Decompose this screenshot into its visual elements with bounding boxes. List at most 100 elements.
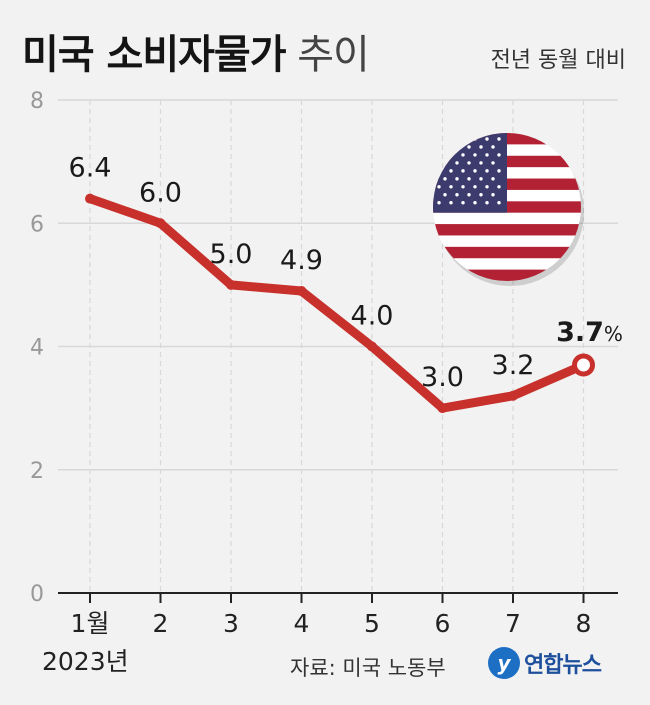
- x-tick-label: 8: [576, 609, 592, 638]
- flag-star: [467, 161, 471, 165]
- source-note: 자료: 미국 노동부: [290, 656, 446, 680]
- data-point: [296, 286, 307, 297]
- flag-star: [437, 137, 441, 141]
- flag-star: [491, 161, 495, 165]
- flag-star: [437, 153, 441, 157]
- data-point: [155, 218, 166, 229]
- flag-star: [467, 145, 471, 149]
- flag-star: [437, 169, 441, 173]
- flag-star: [485, 169, 489, 173]
- flag-star: [455, 161, 459, 165]
- x-tick-label: 1월: [71, 609, 110, 638]
- data-point: [367, 341, 377, 352]
- flag-star: [461, 185, 465, 189]
- flag-star: [461, 137, 465, 141]
- y-tick-label: 2: [30, 459, 44, 484]
- flag-star: [455, 145, 459, 149]
- flag-star: [461, 153, 465, 157]
- flag-star: [455, 177, 459, 181]
- flag-stripe: [433, 246, 581, 259]
- flag-star: [443, 161, 447, 165]
- flag-star: [473, 185, 477, 189]
- y-tick-label: 8: [30, 89, 44, 114]
- year-label: 2023년: [42, 647, 129, 676]
- flag-star: [443, 193, 447, 197]
- flag-star: [449, 137, 453, 141]
- flag-star: [485, 137, 489, 141]
- flag-canton: [433, 133, 507, 213]
- flag-star: [437, 201, 441, 205]
- y-tick-label: 6: [30, 212, 44, 237]
- data-label: 4.0: [351, 301, 394, 332]
- flag-star: [467, 177, 471, 181]
- x-tick-label: 2: [153, 609, 169, 638]
- flag-star: [479, 177, 483, 181]
- data-point: [508, 390, 518, 401]
- flag-star: [485, 185, 489, 189]
- flag-star: [449, 153, 453, 157]
- flag-star: [491, 193, 495, 197]
- flag-star: [437, 185, 441, 189]
- flag-star: [455, 193, 459, 197]
- data-label: 6.4: [69, 153, 112, 184]
- x-tick-label: 4: [294, 609, 310, 638]
- chart-title: 미국 소비자물가 추이: [22, 22, 370, 80]
- flag-star: [461, 201, 465, 205]
- x-tick-label: 6: [435, 609, 451, 638]
- data-label: 6.0: [139, 177, 182, 208]
- data-label: 3.2: [492, 350, 535, 381]
- y-tick-label: 4: [30, 336, 44, 361]
- flag-star: [491, 177, 495, 181]
- flag-body: [433, 133, 581, 281]
- flag-stripe: [433, 235, 581, 248]
- flag-star: [473, 153, 477, 157]
- flag-star: [491, 145, 495, 149]
- data-point: [437, 403, 448, 414]
- data-point: [226, 279, 236, 290]
- us-flag-icon: [433, 133, 584, 286]
- flag-star: [473, 169, 477, 173]
- flag-star: [479, 145, 483, 149]
- data-point-last: [572, 353, 595, 377]
- data-point: [85, 193, 95, 204]
- flag-star: [467, 193, 471, 197]
- publisher-logo: y 연합뉴스: [488, 647, 602, 679]
- title-bold: 미국 소비자물가: [22, 32, 287, 78]
- flag-star: [485, 153, 489, 157]
- y-tick-label: 0: [30, 582, 44, 607]
- x-tick-label: 7: [505, 609, 521, 638]
- data-labels: 6.4 6.0 5.0 4.9 4.0 3.0 3.2 3.7%: [69, 153, 623, 394]
- data-label: 3.0: [421, 362, 464, 393]
- flag-star: [461, 169, 465, 173]
- y-axis-ticks: 0 2 4 6 8: [30, 89, 44, 607]
- x-tick-label: 5: [364, 609, 380, 638]
- x-axis: 1월 2 3 4 5 6 7 8 2023년: [42, 592, 618, 676]
- flag-star: [497, 169, 501, 173]
- flag-star: [449, 169, 453, 173]
- flag-star: [497, 201, 501, 205]
- unit-label: %: [604, 322, 623, 346]
- flag-star: [479, 193, 483, 197]
- chart-subtitle: 전년 동월 대비: [490, 48, 626, 73]
- flag-star: [485, 201, 489, 205]
- logo-text: 연합뉴스: [524, 653, 602, 678]
- x-tick-label: 3: [223, 609, 239, 638]
- flag-star: [473, 137, 477, 141]
- series-line: [85, 193, 595, 414]
- flag-stripe: [433, 269, 581, 281]
- data-label: 5.0: [210, 239, 253, 270]
- flag-star: [497, 137, 501, 141]
- data-label: 3.7%: [556, 317, 623, 348]
- flag-star: [497, 185, 501, 189]
- data-label: 4.9: [280, 245, 323, 276]
- flag-stripe: [433, 212, 581, 225]
- flag-stripe: [433, 258, 581, 271]
- flag-star: [479, 161, 483, 165]
- flag-star: [449, 185, 453, 189]
- flag-star: [443, 145, 447, 149]
- flag-star: [443, 177, 447, 181]
- logo-mark-icon: y: [488, 647, 520, 679]
- series-polyline: [85, 194, 588, 413]
- flag-star: [449, 201, 453, 205]
